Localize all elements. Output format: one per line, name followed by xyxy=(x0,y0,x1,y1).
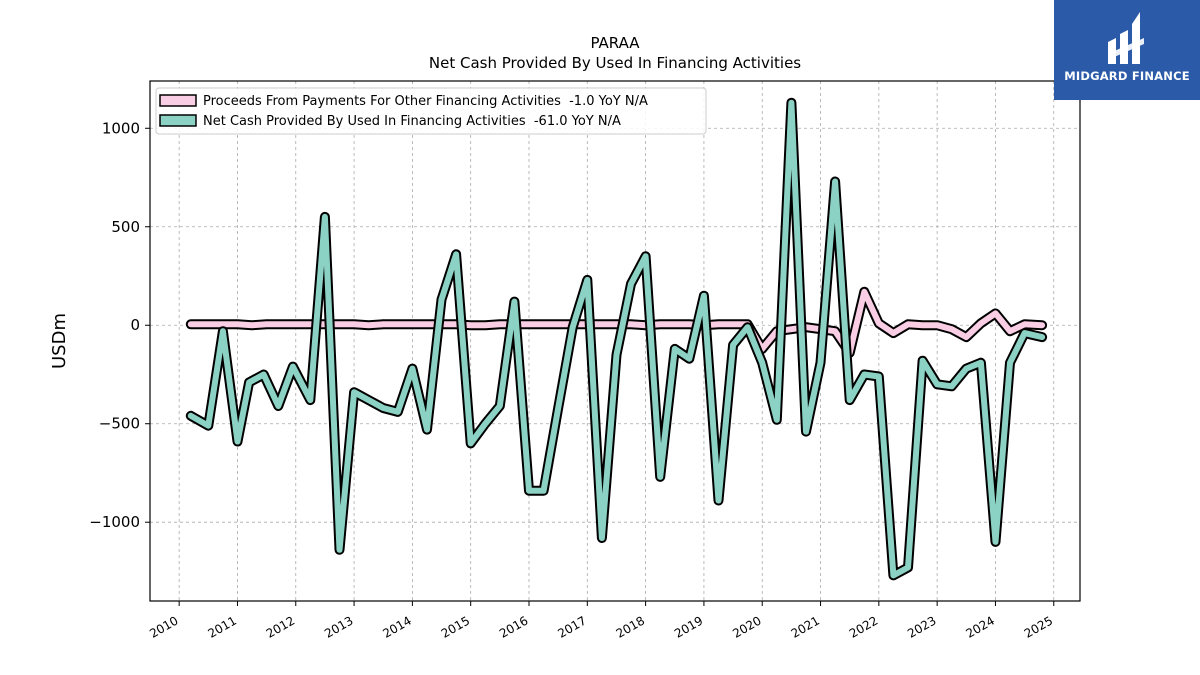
x-axis-ticks: 2010 2011 2012 2013 2014 2015 2016 2017 2018 2019… xyxy=(147,601,1055,641)
x-tick-label: 2025 xyxy=(1022,613,1055,640)
x-tick-label: 2014 xyxy=(380,613,413,640)
chart-title: PARAA xyxy=(590,34,640,52)
series-lines xyxy=(185,97,1048,581)
x-tick-label: 2015 xyxy=(439,613,472,640)
x-tick-label: 2017 xyxy=(555,613,588,640)
y-tick-label: 500 xyxy=(111,218,140,236)
legend-swatch-proceeds xyxy=(159,94,197,107)
series-line-1 xyxy=(187,99,1046,579)
x-tick-label: 2024 xyxy=(964,613,997,640)
x-tick-label: 2016 xyxy=(497,613,530,640)
chart-subtitle: Net Cash Provided By Used In Financing A… xyxy=(429,54,801,72)
x-tick-label: 2019 xyxy=(672,613,705,640)
y-tick-label: −500 xyxy=(99,415,140,433)
midgard-logo-icon xyxy=(1108,12,1144,64)
legend-swatch-net-cash xyxy=(159,114,197,127)
x-tick-label: 2023 xyxy=(905,613,938,640)
brand-name: MIDGARD FINANCE xyxy=(1064,69,1190,83)
y-axis-label: USDm xyxy=(49,313,70,369)
x-tick-label: 2012 xyxy=(264,613,297,640)
brand-logo: MIDGARD FINANCE xyxy=(1054,0,1200,100)
x-tick-label: 2018 xyxy=(614,613,647,640)
plot-frame xyxy=(149,80,1081,602)
y-tick-label: −1000 xyxy=(89,513,140,531)
legend: Proceeds From Payments For Other Financi… xyxy=(155,87,707,135)
x-tick-label: 2020 xyxy=(730,613,763,640)
x-tick-label: 2011 xyxy=(206,613,239,640)
series-line-0 xyxy=(187,288,1046,356)
x-tick-label: 2022 xyxy=(847,613,880,640)
y-axis-ticks: 1000 500 0 −500 −1000 xyxy=(89,119,150,531)
x-tick-label: 2021 xyxy=(789,613,822,640)
y-tick-label: 0 xyxy=(130,316,140,334)
legend-label-proceeds: Proceeds From Payments For Other Financi… xyxy=(203,94,648,109)
x-tick-label: 2013 xyxy=(322,613,355,640)
legend-box xyxy=(155,87,707,135)
x-tick-label: 2010 xyxy=(147,613,180,640)
legend-label-net-cash: Net Cash Provided By Used In Financing A… xyxy=(203,114,621,129)
y-tick-label: 1000 xyxy=(102,119,140,137)
